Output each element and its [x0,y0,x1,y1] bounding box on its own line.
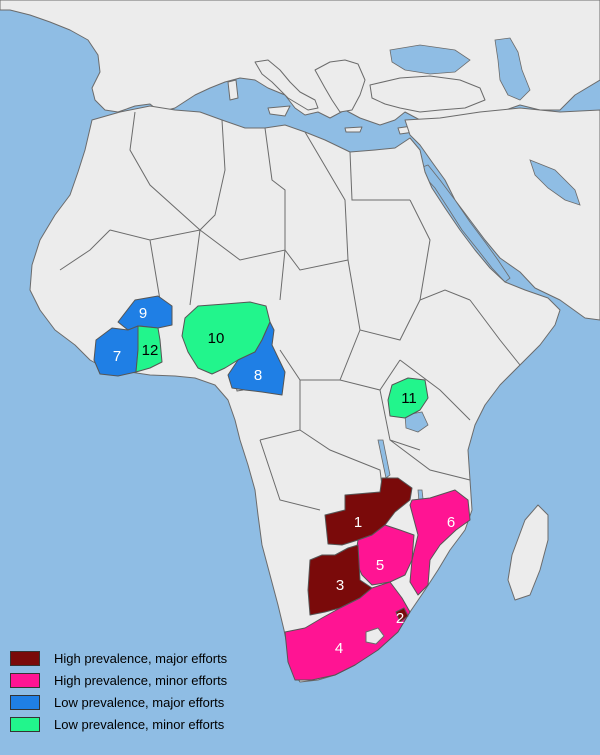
legend-label: High prevalence, major efforts [54,650,228,666]
legend-label: Low prevalence, minor efforts [54,716,225,732]
middle-east [404,107,600,321]
region-label-7: 7 [113,348,121,365]
region-5 [354,524,415,586]
legend-label: High prevalence, minor efforts [54,672,228,688]
lesotho [365,627,385,645]
legend-swatch [10,650,40,666]
legend-label: Low prevalence, major efforts [54,694,225,710]
region-12 [135,325,163,373]
lake-victoria [404,411,429,433]
legend: High prevalence, major efforts High prev… [10,647,227,735]
italy [254,59,319,111]
legend-item-high-major: High prevalence, major efforts [10,647,227,669]
legend-swatch [10,694,40,710]
turkey [369,75,486,113]
sardinia [227,79,239,101]
region-11 [387,377,429,419]
legend-swatch [10,672,40,688]
country-borders [59,111,521,511]
region-label-6: 6 [447,514,455,531]
persian-gulf [529,159,581,206]
legend-item-low-minor: Low prevalence, minor efforts [10,713,227,735]
red-sea [419,164,511,283]
black-sea [389,44,471,75]
sicily [267,105,291,117]
region-label-5: 5 [376,557,384,574]
region-label-3: 3 [336,577,344,594]
caspian-sea [494,37,531,101]
crete [344,126,363,133]
legend-item-high-minor: High prevalence, minor efforts [10,669,227,691]
region-2 [395,607,409,623]
legend-item-low-major: Low prevalence, major efforts [10,691,227,713]
region-1 [324,477,413,546]
balkans [314,59,366,113]
region-4 [284,581,411,681]
region-label-12: 12 [142,342,159,359]
legend-swatch [10,716,40,732]
region-label-4: 4 [335,640,343,657]
lake-tanganyika [377,439,391,479]
region-label-11: 11 [401,390,417,407]
region-label-2: 2 [396,610,404,627]
region-label-1: 1 [354,514,362,531]
madagascar [507,504,549,601]
region-8 [227,321,286,396]
region-6 [409,489,471,596]
region-label-8: 8 [254,367,262,384]
region-label-9: 9 [139,305,147,322]
region-label-10: 10 [208,330,225,347]
